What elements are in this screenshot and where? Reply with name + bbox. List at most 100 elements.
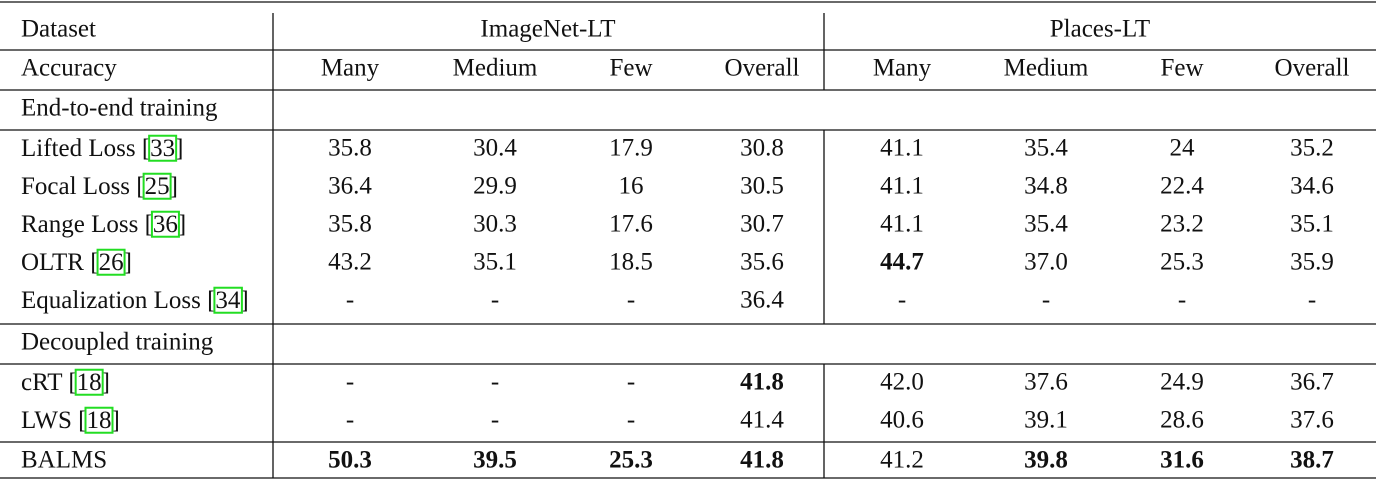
table-cell: 17.9 [609,135,653,162]
method-label: ] [124,249,132,276]
table-cell: 25.3 [609,447,653,474]
table-cell: 18.5 [609,249,653,276]
table-cell: 35.2 [1290,135,1334,162]
table-cell: 35.1 [1290,211,1334,238]
method-label: ] [102,369,110,396]
column-header: Overall [725,55,800,82]
table-cell: 30.3 [473,211,517,238]
group-header: ImageNet-LT [480,16,615,43]
citation: 26 [99,249,124,276]
method-name: OLTR [26] [21,249,132,276]
citation: 36 [153,211,178,238]
table-cell: 41.8 [740,369,784,396]
method-label: cRT [ [21,369,77,396]
column-header: Overall [1275,55,1350,82]
group-header: Places-LT [1050,16,1150,43]
header-cell: Accuracy [21,55,117,82]
table-cell: 28.6 [1160,407,1204,434]
method-name: BALMS [21,447,107,474]
table-cell: 22.4 [1160,173,1204,200]
table-cell: 41.1 [880,173,924,200]
citation: 25 [145,173,170,200]
table-cell: 44.7 [880,249,924,276]
citation-box [150,210,180,238]
table-cell: 30.4 [473,135,517,162]
table-cell: 35.8 [328,135,372,162]
method-label: Equalization Loss [ [21,287,215,314]
table-cell: 43.2 [328,249,372,276]
method-label: OLTR [ [21,249,99,276]
citation: 33 [150,135,175,162]
table-cell: 30.5 [740,173,784,200]
method-label: ] [112,407,120,434]
column-header: Few [609,55,652,82]
citation: 18 [77,369,102,396]
method-label: Focal Loss [ [21,173,145,200]
column-header: Few [1160,55,1203,82]
table-cell: 41.1 [880,211,924,238]
table-cell: 16 [619,173,644,200]
table-cell: 39.5 [473,447,517,474]
column-header: Medium [1004,55,1089,82]
table-cell: 35.6 [740,249,784,276]
table-cell: - [627,407,635,434]
table-cell: - [1308,287,1316,314]
method-name: Equalization Loss [34] [21,287,249,314]
citation-box [84,406,114,434]
table-cell: 36.4 [740,287,784,314]
citation-box [96,248,126,276]
table-cell: - [898,287,906,314]
column-header: Many [873,55,932,82]
table-cell: 36.4 [328,173,372,200]
method-name: LWS [18] [21,407,120,434]
table-cell: 34.6 [1290,173,1334,200]
table-cell: - [346,287,354,314]
header-cell: Dataset [21,16,96,43]
table-cell: 42.0 [880,369,924,396]
table-cell: 25.3 [1160,249,1204,276]
table-cell: - [1042,287,1050,314]
table-cell: 29.9 [473,173,517,200]
method-label: ] [170,173,178,200]
table-cell: - [346,369,354,396]
table-cell: 50.3 [328,447,372,474]
method-name: Focal Loss [25] [21,173,178,200]
table-cell: 24.9 [1160,369,1204,396]
table-cell: - [346,407,354,434]
method-label: ] [178,211,186,238]
table-cell: 40.6 [880,407,924,434]
citation-box [148,134,178,162]
table-cell: 17.6 [609,211,653,238]
method-name: Range Loss [36] [21,211,186,238]
table-cell: 35.4 [1024,211,1068,238]
table-cell: 35.1 [473,249,517,276]
table-cell: 24 [1170,135,1196,162]
table-cell: 35.4 [1024,135,1068,162]
table-cell: 39.8 [1024,447,1068,474]
method-name: Lifted Loss [33] [21,135,183,162]
table-cell: 41.4 [740,407,784,434]
table-cell: 39.1 [1024,407,1068,434]
table-cell: - [491,287,499,314]
section-title: End-to-end training [21,95,218,122]
table-cell: 41.8 [740,447,784,474]
table-cell: 23.2 [1160,211,1204,238]
table-cell: - [1178,287,1186,314]
citation-box [74,368,104,396]
method-label: Lifted Loss [ [21,135,150,162]
column-header: Many [321,55,380,82]
method-label: ] [175,135,183,162]
column-header: Medium [453,55,538,82]
table-cell: 35.9 [1290,249,1334,276]
table-cell: 30.8 [740,135,784,162]
method-label: Range Loss [ [21,211,153,238]
method-name: cRT [18] [21,369,110,396]
table-cell: - [491,369,499,396]
citation-box [142,172,172,200]
table-cell: - [627,369,635,396]
table-cell: 37.6 [1024,369,1068,396]
table-cell: 37.6 [1290,407,1334,434]
citation: 34 [215,287,241,314]
table-cell: 35.8 [328,211,372,238]
